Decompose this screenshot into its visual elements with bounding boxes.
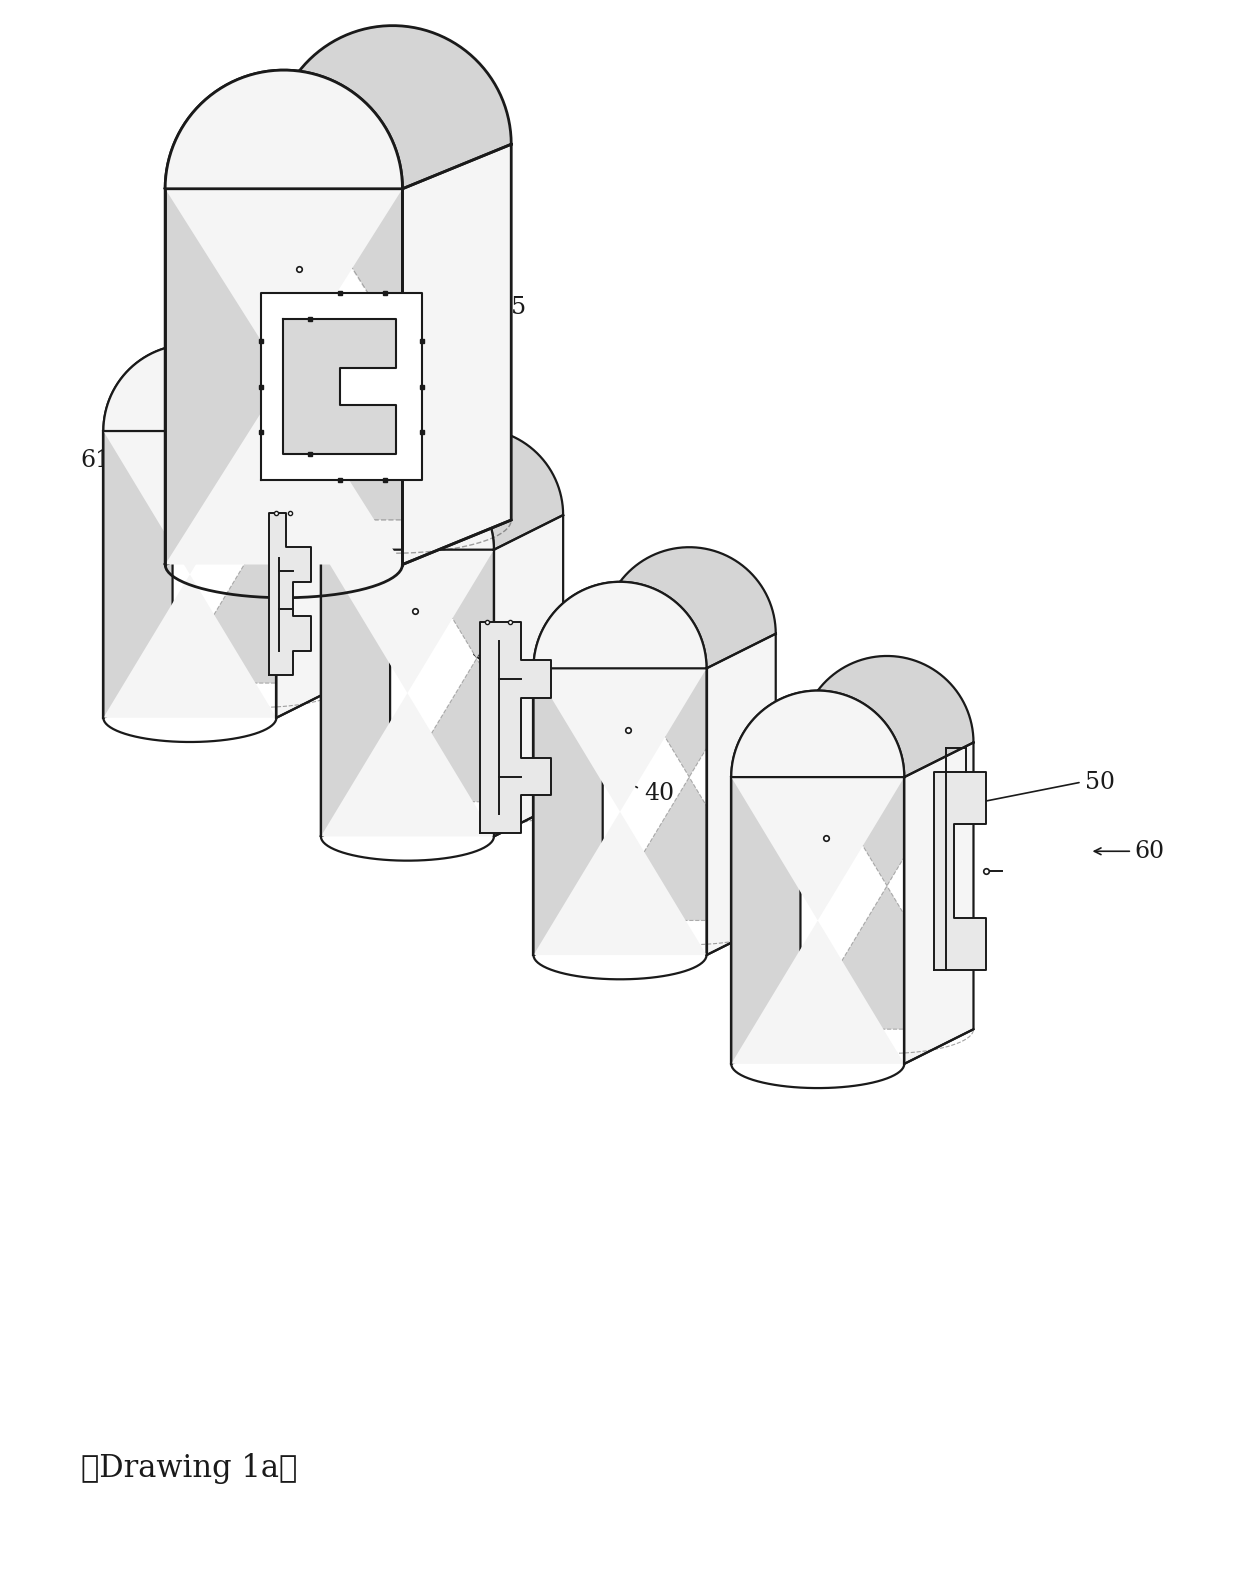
Polygon shape xyxy=(321,516,391,836)
Polygon shape xyxy=(494,516,563,836)
Polygon shape xyxy=(283,319,396,454)
Polygon shape xyxy=(260,292,423,481)
Polygon shape xyxy=(103,310,346,431)
Text: 40: 40 xyxy=(645,781,675,805)
Text: 100: 100 xyxy=(379,79,425,101)
Text: 【Drawing 1a】: 【Drawing 1a】 xyxy=(81,1453,298,1484)
Text: 60: 60 xyxy=(1135,839,1164,863)
Polygon shape xyxy=(403,145,511,564)
Text: 50: 50 xyxy=(1085,770,1115,794)
Polygon shape xyxy=(172,310,346,684)
Polygon shape xyxy=(321,464,494,836)
Polygon shape xyxy=(269,512,310,676)
Text: 20: 20 xyxy=(329,634,358,657)
Text: 61: 61 xyxy=(81,450,112,472)
Text: 30: 30 xyxy=(590,673,620,696)
Polygon shape xyxy=(165,25,511,189)
Polygon shape xyxy=(480,623,551,833)
Polygon shape xyxy=(533,582,707,956)
Text: 10: 10 xyxy=(190,446,219,468)
Polygon shape xyxy=(165,145,274,564)
Polygon shape xyxy=(935,772,986,970)
Polygon shape xyxy=(165,71,403,564)
Polygon shape xyxy=(533,634,603,956)
Polygon shape xyxy=(103,344,277,718)
Polygon shape xyxy=(321,429,563,550)
Polygon shape xyxy=(603,547,776,921)
Polygon shape xyxy=(732,656,973,777)
Polygon shape xyxy=(732,742,801,1064)
Polygon shape xyxy=(533,547,776,668)
Text: 65: 65 xyxy=(496,296,526,319)
Polygon shape xyxy=(277,396,346,718)
Polygon shape xyxy=(904,742,973,1064)
Polygon shape xyxy=(274,25,511,520)
Polygon shape xyxy=(391,429,563,802)
Polygon shape xyxy=(707,634,776,956)
Polygon shape xyxy=(801,656,973,1030)
Polygon shape xyxy=(103,396,172,718)
Polygon shape xyxy=(732,690,904,1064)
